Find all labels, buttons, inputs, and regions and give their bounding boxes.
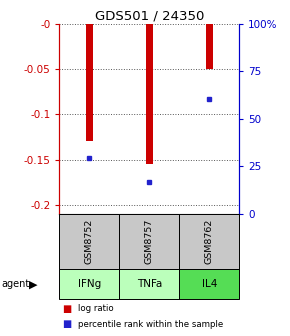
Text: GSM8757: GSM8757 [145,219,154,264]
Text: ▶: ▶ [29,279,38,289]
Text: IL4: IL4 [202,279,217,289]
Text: log ratio: log ratio [78,304,114,313]
Title: GDS501 / 24350: GDS501 / 24350 [95,9,204,23]
Text: percentile rank within the sample: percentile rank within the sample [78,320,224,329]
Text: IFNg: IFNg [78,279,101,289]
Text: GSM8762: GSM8762 [205,219,214,264]
Text: agent: agent [1,279,30,289]
Text: ■: ■ [62,320,72,329]
Text: ■: ■ [62,304,72,314]
Bar [146,24,153,164]
Bar [206,24,213,69]
Text: GSM8752: GSM8752 [85,219,94,264]
Text: TNFa: TNFa [137,279,162,289]
Bar [86,24,93,141]
